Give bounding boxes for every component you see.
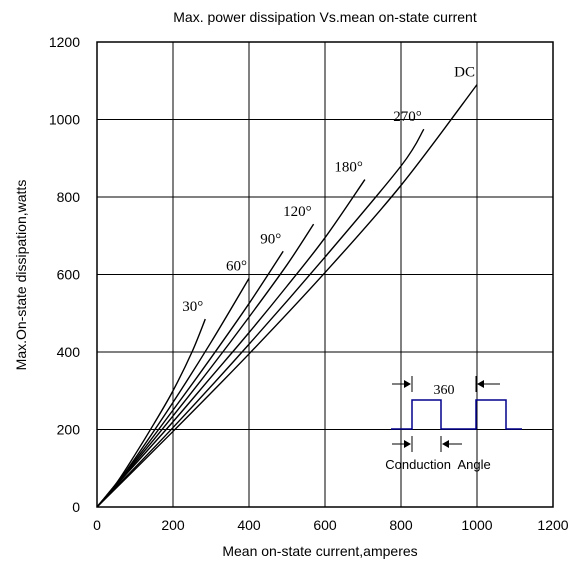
- y-tick-label: 1000: [49, 112, 80, 128]
- series-group: [96, 84, 478, 508]
- inset-top-label: 360: [434, 383, 455, 398]
- x-tick-label: 600: [313, 517, 337, 533]
- series-label-60-deg: 60°: [226, 258, 247, 274]
- y-tick-label: 200: [57, 422, 81, 438]
- series-line-dc: [96, 84, 478, 508]
- x-tick-label: 0: [93, 517, 101, 533]
- series-label-270-deg: 270°: [393, 109, 422, 125]
- x-tick-label: 1000: [461, 517, 492, 533]
- y-axis-label: Max.On-state dissipation,watts: [13, 180, 29, 371]
- y-tick-label: 0: [72, 499, 80, 515]
- y-tick-label: 800: [57, 189, 81, 205]
- series-label-90-deg: 90°: [260, 231, 281, 247]
- x-axis-label: Mean on-state current,amperes: [222, 543, 417, 559]
- y-tick-labels: 0 200 400 600 800 1000 1200: [49, 34, 80, 515]
- x-tick-label: 400: [237, 517, 261, 533]
- series-line-120-deg: [96, 223, 315, 508]
- x-tick-label: 200: [161, 517, 185, 533]
- plot-frame: [96, 41, 554, 508]
- series-line-30-deg: [96, 318, 206, 508]
- y-tick-label: 600: [57, 267, 81, 283]
- y-tick-label: 1200: [49, 34, 80, 50]
- inset-arrow-left-head: [404, 380, 411, 388]
- series-line-270-deg: [96, 128, 425, 508]
- series-label-120-deg: 120°: [283, 204, 312, 220]
- conduction-angle-inset: 360 Conduction Angle: [385, 376, 522, 472]
- inset-arrow-right-head: [477, 380, 484, 388]
- x-tick-label: 800: [389, 517, 413, 533]
- inset-bottom-label: Conduction Angle: [385, 457, 491, 472]
- series-labels: 30° 60° 90°120° 180° 270° DC: [182, 65, 475, 315]
- inset-waveform: [391, 399, 522, 430]
- inset-cond-arrow-left-head: [404, 440, 411, 448]
- series-line-90-deg: [96, 250, 284, 508]
- grid: [97, 42, 553, 507]
- inset-cond-arrow-right-head: [442, 440, 449, 448]
- x-tick-labels: 0 200 400 600 800 1000 1200: [93, 517, 569, 533]
- y-tick-label: 400: [57, 344, 81, 360]
- series-label-dc: DC: [454, 65, 475, 81]
- series-label-30-deg: 30°: [182, 299, 203, 315]
- x-tick-label: 1200: [537, 517, 568, 533]
- chart-title: Max. power dissipation Vs.mean on-state …: [173, 9, 477, 25]
- series-line-180-deg: [96, 179, 366, 508]
- series-label-180-deg: 180°: [334, 160, 363, 176]
